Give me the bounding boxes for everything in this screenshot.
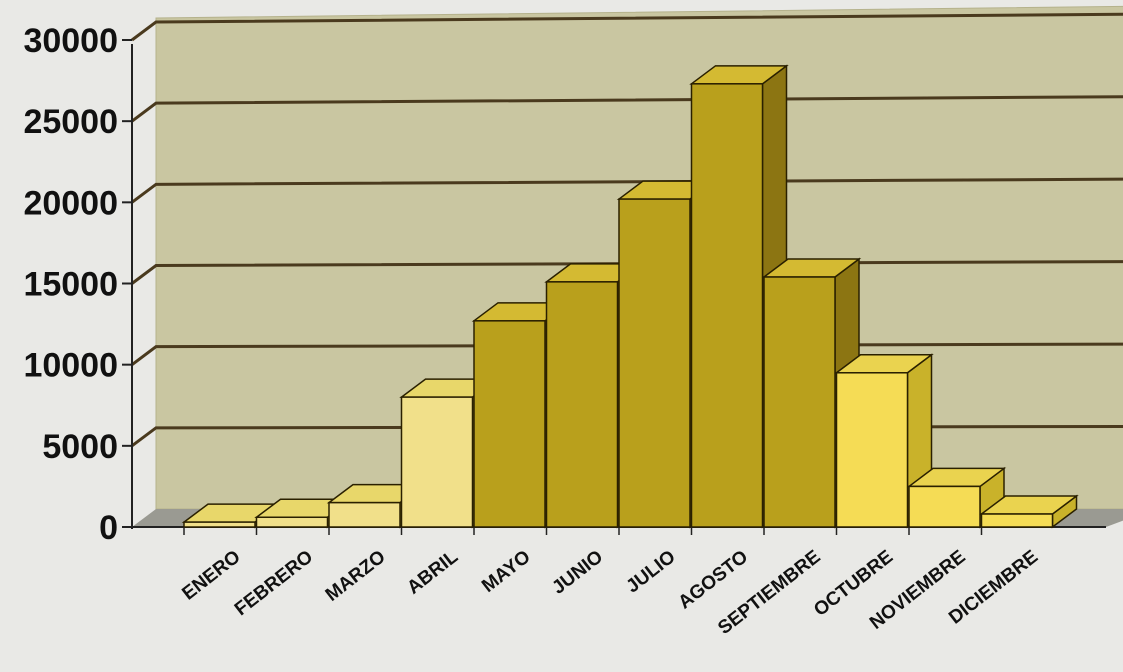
gridline: [131, 177, 1123, 204]
gridline: [131, 95, 1123, 123]
bar: [980, 513, 1054, 528]
x-tick-label: MAYO: [478, 546, 534, 597]
bar: [473, 320, 546, 528]
bar: [545, 281, 619, 528]
x-tick-label: MARZO: [322, 546, 390, 605]
x-tick-label: ENERO: [178, 546, 244, 604]
gridline: [131, 12, 1123, 42]
bar: [763, 276, 836, 528]
y-tick-label: 20000: [23, 184, 118, 222]
y-tick-label: 10000: [23, 347, 118, 385]
bar: [400, 396, 474, 528]
bar: [618, 198, 691, 528]
x-tick-label: ABRIL: [403, 546, 462, 599]
bar: [183, 521, 256, 528]
x-tick-label: FEBRERO: [231, 546, 317, 620]
y-tick-label: 0: [99, 509, 118, 547]
bar: [835, 372, 909, 528]
x-tick-label: JUNIO: [548, 546, 607, 598]
x-tick-label: JULIO: [623, 546, 680, 597]
y-tick-label: 15000: [23, 266, 118, 304]
bar: [690, 83, 764, 528]
y-tick-label: 5000: [42, 428, 118, 466]
bar: [908, 485, 981, 528]
y-tick-label: 30000: [23, 22, 118, 60]
bar: [255, 516, 329, 528]
bar: [328, 501, 401, 528]
y-tick-label: 25000: [23, 103, 118, 141]
